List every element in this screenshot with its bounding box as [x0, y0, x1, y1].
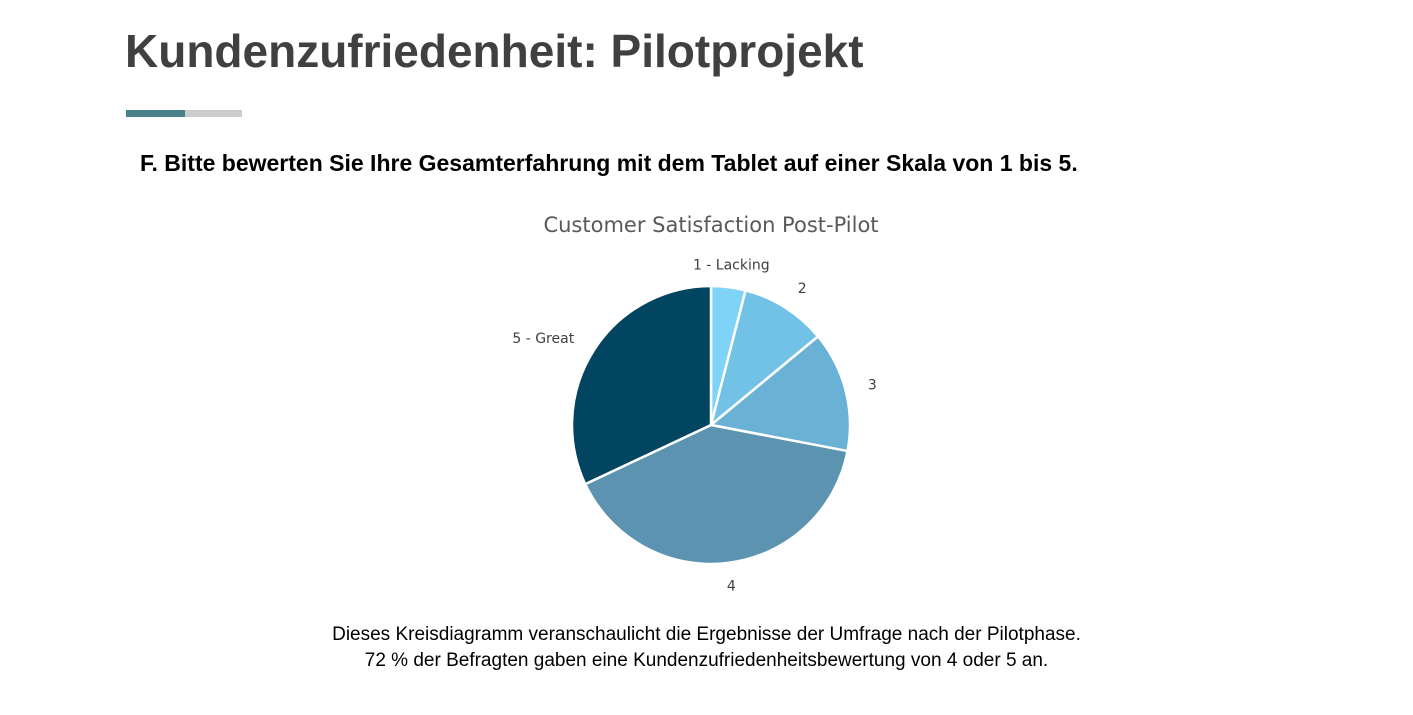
pie-labels: 1 - Lacking 2 3 4 5 - Great: [512, 257, 876, 594]
pie-slices: [570, 284, 852, 566]
survey-question: F. Bitte bewerten Sie Ihre Gesamterfahru…: [140, 150, 1078, 176]
pie-slice: [709, 335, 852, 453]
caption-line-2: 72 % der Befragten gaben eine Kundenzufr…: [364, 650, 1049, 671]
pie-slice: [583, 423, 849, 566]
title-accent-bar: [126, 110, 242, 117]
accent-bar-primary: [126, 110, 185, 117]
chart-title: Customer Satisfaction Post-Pilot: [543, 213, 878, 237]
caption-line-1: Dieses Kreisdiagramm veranschaulicht die…: [332, 624, 1081, 645]
slide-title: Kundenzufriedenheit: Pilotprojekt: [125, 25, 864, 77]
pie-slice-label: 1 - Lacking: [693, 257, 770, 273]
pie-slice: [709, 289, 820, 427]
chart-caption: Dieses Kreisdiagramm veranschaulicht die…: [0, 622, 1413, 674]
pie-slice: [570, 284, 713, 486]
pie-slice-label: 2: [798, 281, 807, 297]
pie-slice-label: 4: [727, 579, 736, 595]
pie-slice-label: 3: [868, 378, 877, 394]
pie-slice-label: 5 - Great: [512, 331, 574, 347]
accent-bar-secondary: [185, 110, 242, 117]
